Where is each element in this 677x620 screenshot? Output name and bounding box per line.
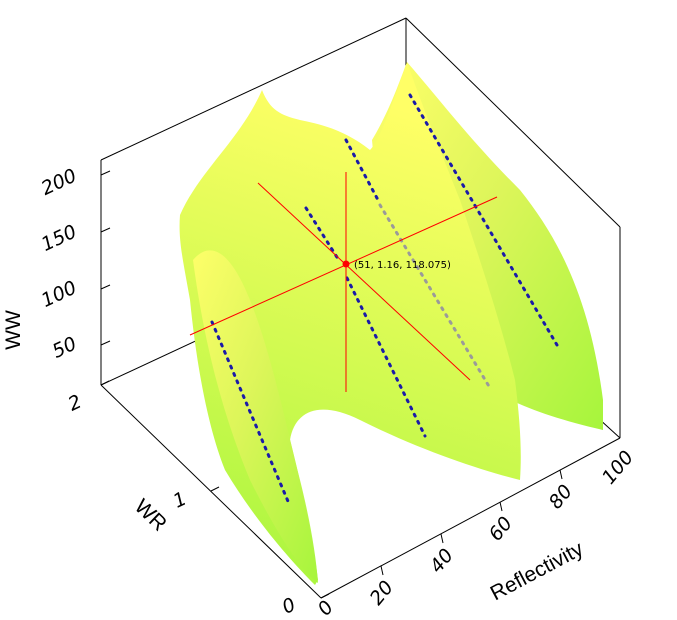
data-series-line xyxy=(378,203,492,390)
box-edge xyxy=(405,17,621,228)
data-series-line xyxy=(345,276,427,438)
reflectivity-axis: 0 20 40 60 80 100 Reflectivity xyxy=(313,447,638,620)
box-edge xyxy=(100,384,322,599)
wr-tick-mark xyxy=(320,593,330,599)
x-tick-mark xyxy=(499,501,503,512)
z-axis-title: WW xyxy=(2,310,25,350)
wr-tick-label: 2 xyxy=(65,391,85,416)
z-tick-mark xyxy=(100,170,111,176)
x-tick-label: 100 xyxy=(598,447,638,489)
z-tick-mark xyxy=(100,227,111,233)
z-axis: 50 100 150 200 WW xyxy=(2,165,111,363)
crosshair: (51, 1.16, 118.075) xyxy=(189,172,498,392)
z-tick-label: 50 xyxy=(49,333,80,363)
x-tick-label: 60 xyxy=(485,513,517,546)
dotted-series xyxy=(210,93,559,508)
crosshair-line xyxy=(257,182,471,381)
x-tick-label: 40 xyxy=(426,545,458,578)
data-series-line xyxy=(344,138,380,202)
wr-tick-label: 1 xyxy=(170,488,190,513)
box-edge xyxy=(320,437,621,599)
x-tick-label: 20 xyxy=(366,577,398,610)
wr-tick-label: 0 xyxy=(279,594,299,619)
box-edge xyxy=(100,17,407,161)
data-series-line xyxy=(210,320,292,508)
z-tick-mark xyxy=(100,284,111,290)
z-tick-label: 200 xyxy=(38,165,80,200)
x-axis-title: Reflectivity xyxy=(487,537,588,605)
wr-tick-mark xyxy=(210,486,220,492)
x-tick-mark xyxy=(559,469,563,480)
z-tick-label: 150 xyxy=(38,221,80,256)
x-tick-label: 0 xyxy=(313,597,338,620)
x-tick-mark xyxy=(440,533,444,544)
wr-axis-title: WR xyxy=(130,495,171,536)
z-tick-label: 100 xyxy=(38,277,80,312)
data-series-line xyxy=(304,206,342,264)
surface xyxy=(179,62,603,585)
crosshair-readout: (51, 1.16, 118.075) xyxy=(354,260,451,271)
wr-tick-mark xyxy=(100,380,110,386)
z-tick-mark xyxy=(100,340,111,346)
x-tick-mark xyxy=(380,565,384,576)
crosshair-marker xyxy=(342,260,350,268)
x-tick-label: 80 xyxy=(545,481,577,514)
data-series-line xyxy=(408,93,559,347)
